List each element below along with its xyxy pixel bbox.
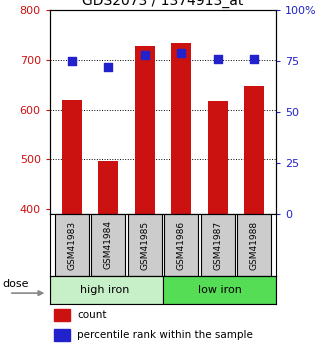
Bar <box>50 276 163 304</box>
Point <box>69 58 74 64</box>
Point <box>215 57 220 62</box>
Point <box>142 52 147 58</box>
Text: percentile rank within the sample: percentile rank within the sample <box>77 330 253 340</box>
Bar <box>54 309 70 321</box>
Text: GSM41984: GSM41984 <box>104 220 113 269</box>
Text: low iron: low iron <box>197 285 241 295</box>
Bar <box>98 161 118 214</box>
Bar <box>201 214 235 276</box>
Point <box>106 65 111 70</box>
Text: GSM41987: GSM41987 <box>213 220 222 269</box>
Text: GSM41983: GSM41983 <box>67 220 76 269</box>
Bar <box>62 100 82 214</box>
Title: GDS2073 / 1374913_at: GDS2073 / 1374913_at <box>82 0 244 8</box>
Bar <box>244 86 264 214</box>
Bar <box>164 214 198 276</box>
Point <box>178 50 184 56</box>
Text: GSM41986: GSM41986 <box>177 220 186 269</box>
Bar <box>55 214 89 276</box>
Bar <box>163 276 276 304</box>
Text: GSM41988: GSM41988 <box>250 220 259 269</box>
Text: dose: dose <box>3 279 29 289</box>
Bar <box>208 101 228 214</box>
Bar <box>171 43 191 214</box>
Bar <box>54 329 70 341</box>
Point <box>252 57 257 62</box>
Text: GSM41985: GSM41985 <box>140 220 149 269</box>
Text: high iron: high iron <box>80 285 129 295</box>
Text: count: count <box>77 310 107 320</box>
Bar <box>128 214 162 276</box>
Bar <box>237 214 271 276</box>
Bar <box>91 214 125 276</box>
Bar <box>134 46 155 214</box>
